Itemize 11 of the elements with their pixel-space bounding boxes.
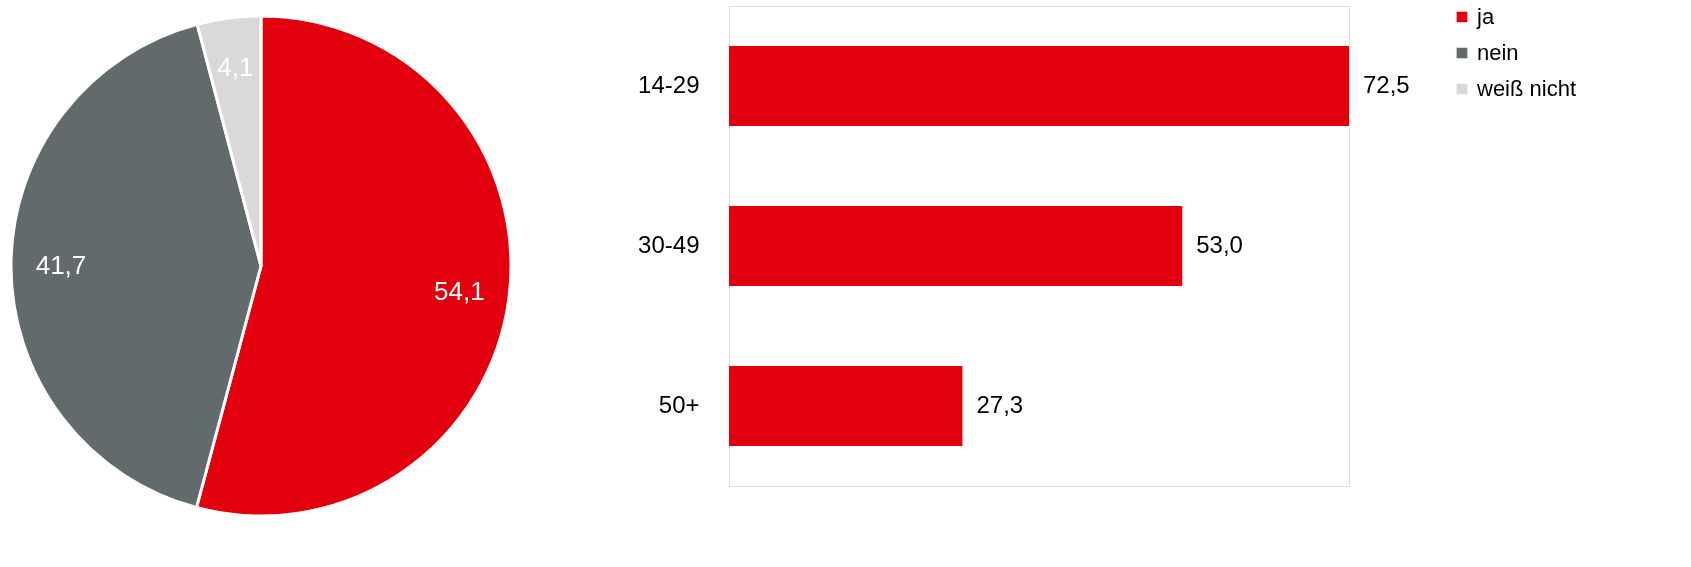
data-label: 41,7 [35, 249, 87, 280]
data-label: 53,0 [1196, 231, 1243, 258]
legend-label: ja [1476, 4, 1495, 29]
legend-label: weiß nicht [1476, 76, 1577, 101]
data-label: 27,3 [976, 391, 1024, 418]
y-tick-label: 50+ [658, 391, 700, 418]
y-tick-label: 30-49 [638, 231, 700, 258]
data-label: 54,1 [433, 276, 485, 307]
data-label: 72,5 [1363, 71, 1410, 98]
legend-label: nein [1477, 40, 1519, 65]
y-tick-label: 14-29 [638, 71, 700, 98]
